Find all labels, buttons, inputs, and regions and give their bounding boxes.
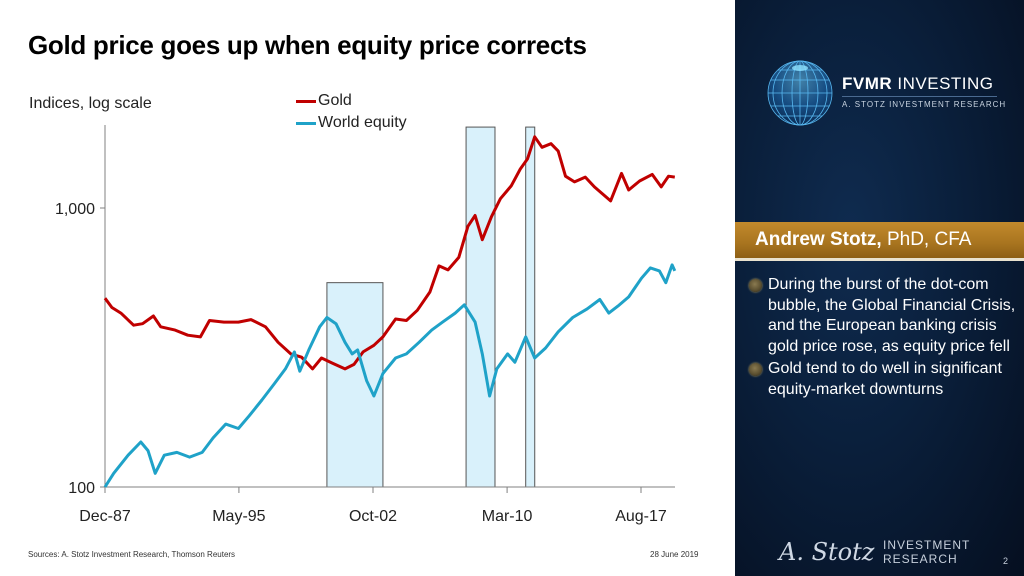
x-tick-label: Oct-02 <box>349 508 397 525</box>
shaded-period-2 <box>465 126 496 488</box>
legend-item-gold: Gold <box>296 90 407 112</box>
series-line-world-equity <box>103 263 677 488</box>
footer-line2: RESEARCH <box>883 552 958 566</box>
y-axis-label: Indices, log scale <box>29 95 152 112</box>
shaded-periods <box>326 126 536 488</box>
chart-legend: Gold World equity <box>296 90 407 134</box>
legend-label-gold: Gold <box>318 92 352 109</box>
legend-label-world-equity: World equity <box>318 114 407 131</box>
presenter: Andrew Stotz, PhD, CFA <box>755 229 971 251</box>
signature-logo: A. Stotz <box>779 538 875 566</box>
bullet-text: During the burst of the dot-com bubble, … <box>768 276 1016 355</box>
footer-brand: INVESTMENT RESEARCH <box>883 538 970 566</box>
brand-name: FVMR INVESTING <box>842 74 994 94</box>
chart: 100 1,000 Dec-87 May-95 Oct-02 Mar-10 Aug-17 <box>55 125 677 525</box>
bullet-list: During the burst of the dot-com bubble, … <box>749 275 1019 402</box>
y-tick-label: 100 <box>68 480 95 497</box>
sources-note: Sources: A. Stotz Investment Research, T… <box>28 550 236 559</box>
legend-item-world-equity: World equity <box>296 112 407 134</box>
x-tick-label: Aug-17 <box>615 508 667 525</box>
axes <box>100 125 675 493</box>
brand-rest: INVESTING <box>897 74 994 93</box>
presenter-credentials: PhD, CFA <box>886 229 972 250</box>
y-tick-label: 1,000 <box>55 201 95 218</box>
x-tick-label: May-95 <box>212 508 265 525</box>
legend-swatch-gold <box>296 99 316 103</box>
brand-divider <box>842 96 997 97</box>
presenter-bar: Andrew Stotz, PhD, CFA <box>735 222 1024 261</box>
bullet-orb-icon <box>749 363 762 376</box>
footer-line1: INVESTMENT <box>883 538 971 552</box>
bullet-item: During the burst of the dot-com bubble, … <box>749 275 1019 357</box>
shaded-period-1 <box>326 282 384 488</box>
globe-logo-icon <box>767 60 833 126</box>
brand-bold: FVMR <box>842 74 893 93</box>
bullet-text: Gold tend to do well in significant equi… <box>768 360 1002 398</box>
legend-swatch-world-equity <box>296 121 316 125</box>
bullet-item: Gold tend to do well in significant equi… <box>749 359 1019 400</box>
presenter-name: Andrew Stotz, <box>755 229 882 250</box>
sidebar-panel: FVMR INVESTING A. STOTZ INVESTMENT RESEA… <box>735 0 1024 576</box>
page-number: 2 <box>1003 556 1009 566</box>
x-tick-label: Mar-10 <box>482 508 533 525</box>
brand-subtitle: A. STOTZ INVESTMENT RESEARCH <box>842 100 1007 109</box>
tick-labels: 100 1,000 Dec-87 May-95 Oct-02 Mar-10 Aug-17 <box>55 201 667 525</box>
slide-date: 28 June 2019 <box>650 550 699 559</box>
x-tick-label: Dec-87 <box>79 508 131 525</box>
bullet-orb-icon <box>749 279 762 292</box>
shaded-period-3 <box>525 126 536 488</box>
slide-title: Gold price goes up when equity price cor… <box>28 30 587 60</box>
series-lines <box>103 135 677 488</box>
series-line-gold <box>103 135 676 371</box>
